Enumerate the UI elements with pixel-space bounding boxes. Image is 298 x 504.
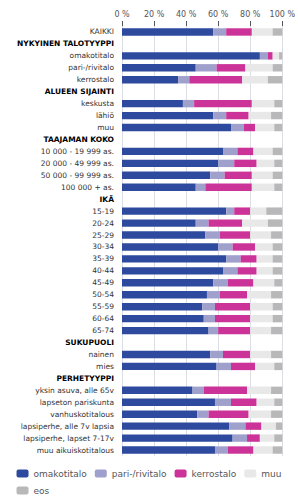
svg-text:muu aikuiskotitalous: muu aikuiskotitalous (37, 446, 114, 455)
svg-text:IKÄ: IKÄ (100, 195, 115, 204)
svg-text:50-54: 50-54 (92, 290, 114, 299)
svg-text:40 %: 40 % (176, 10, 197, 19)
svg-text:NYKYINEN TALOTYYPPI: NYKYINEN TALOTYYPPI (17, 39, 114, 48)
svg-text:eos: eos (34, 486, 50, 496)
svg-text:pari-/rivitalo: pari-/rivitalo (112, 469, 167, 479)
svg-text:yksin asuva, alle 65v: yksin asuva, alle 65v (35, 386, 114, 395)
svg-text:60 %: 60 % (208, 10, 229, 19)
svg-text:nainen: nainen (88, 350, 114, 359)
svg-text:15-19: 15-19 (92, 207, 114, 216)
svg-text:80 %: 80 % (240, 10, 261, 19)
svg-text:0 %: 0 % (114, 10, 130, 19)
svg-text:omakotitalo: omakotitalo (70, 51, 115, 60)
svg-text:100 000 + as.: 100 000 + as. (61, 183, 114, 192)
svg-text:lapsiperhe, lapset 7-17v: lapsiperhe, lapset 7-17v (23, 434, 114, 443)
svg-text:35-39: 35-39 (92, 254, 114, 263)
svg-text:65-74: 65-74 (92, 326, 114, 335)
svg-text:lapsiperhe, alle 7v lapsia: lapsiperhe, alle 7v lapsia (21, 422, 114, 431)
svg-text:kerrostalo: kerrostalo (192, 469, 237, 479)
svg-text:ALUEEN SIJAINTI: ALUEEN SIJAINTI (45, 87, 115, 96)
svg-text:muu: muu (97, 123, 114, 132)
svg-text:20 %: 20 % (144, 10, 165, 19)
svg-text:60-64: 60-64 (92, 314, 114, 323)
svg-text:30-34: 30-34 (92, 242, 114, 251)
svg-text:45-49: 45-49 (92, 278, 114, 287)
svg-text:lapseton pariskunta: lapseton pariskunta (40, 398, 114, 407)
svg-text:mies: mies (96, 362, 114, 371)
svg-text:muu: muu (261, 469, 281, 479)
svg-text:SUKUPUOLI: SUKUPUOLI (65, 338, 114, 347)
svg-text:20 000 - 49 999 as.: 20 000 - 49 999 as. (41, 159, 114, 168)
svg-text:55-59: 55-59 (92, 302, 114, 311)
svg-text:omakotitalo: omakotitalo (34, 469, 88, 479)
svg-text:TAAJAMAN KOKO: TAAJAMAN KOKO (43, 135, 114, 144)
svg-text:20-24: 20-24 (92, 219, 114, 228)
svg-text:keskusta: keskusta (81, 99, 114, 108)
svg-text:KAIKKI: KAIKKI (90, 27, 114, 36)
svg-text:40-44: 40-44 (92, 266, 114, 275)
svg-text:25-29: 25-29 (92, 231, 114, 240)
svg-text:pari-/rivitalo: pari-/rivitalo (68, 63, 114, 72)
svg-text:10 000 - 19 999 as.: 10 000 - 19 999 as. (41, 147, 114, 156)
svg-text:100 %: 100 % (270, 10, 296, 19)
svg-text:PERHETYYPPI: PERHETYYPPI (56, 374, 114, 383)
svg-text:kerrostalo: kerrostalo (77, 75, 115, 84)
svg-text:50 000 - 99 999 as.: 50 000 - 99 999 as. (41, 171, 114, 180)
svg-text:vanhuskotitalous: vanhuskotitalous (50, 410, 114, 419)
svg-text:lähiö: lähiö (96, 111, 115, 120)
